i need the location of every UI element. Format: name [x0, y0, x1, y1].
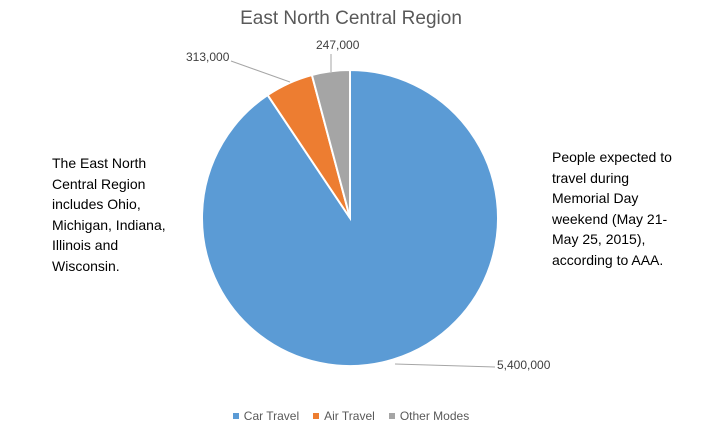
swatch-icon: [313, 413, 320, 419]
data-label-car: 5,400,000: [497, 358, 551, 372]
legend: Car Travel Air Travel Other Modes: [0, 409, 702, 423]
swatch-icon: [232, 413, 239, 419]
legend-item-car: Car Travel: [232, 409, 300, 423]
data-label-other: 247,000: [316, 38, 360, 52]
legend-label: Air Travel: [324, 409, 375, 423]
region-note: The East North Central Region includes O…: [52, 155, 166, 274]
legend-item-air: Air Travel: [313, 409, 375, 423]
legend-label: Other Modes: [399, 409, 470, 423]
source-note: People expected to travel during Memoria…: [552, 149, 672, 268]
legend-label: Car Travel: [243, 409, 300, 423]
leader-line-car: [394, 363, 496, 368]
legend-item-other: Other Modes: [388, 409, 470, 423]
chart-title: East North Central Region: [240, 8, 462, 29]
pie-slices: [201, 68, 499, 367]
swatch-icon: [388, 413, 395, 419]
data-label-air: 313,000: [186, 50, 230, 64]
leader-line-air: [230, 60, 291, 83]
